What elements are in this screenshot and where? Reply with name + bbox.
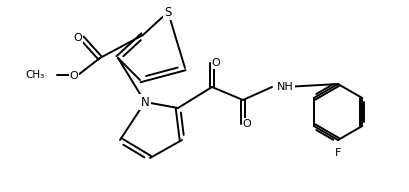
Text: O: O — [211, 58, 220, 68]
Text: O: O — [243, 119, 252, 129]
Text: O: O — [70, 71, 79, 81]
Text: O: O — [74, 33, 82, 43]
Text: N: N — [141, 95, 149, 108]
Text: CH₃: CH₃ — [26, 70, 45, 80]
Text: S: S — [164, 6, 172, 18]
Text: NH: NH — [277, 82, 294, 92]
Text: F: F — [335, 148, 341, 158]
